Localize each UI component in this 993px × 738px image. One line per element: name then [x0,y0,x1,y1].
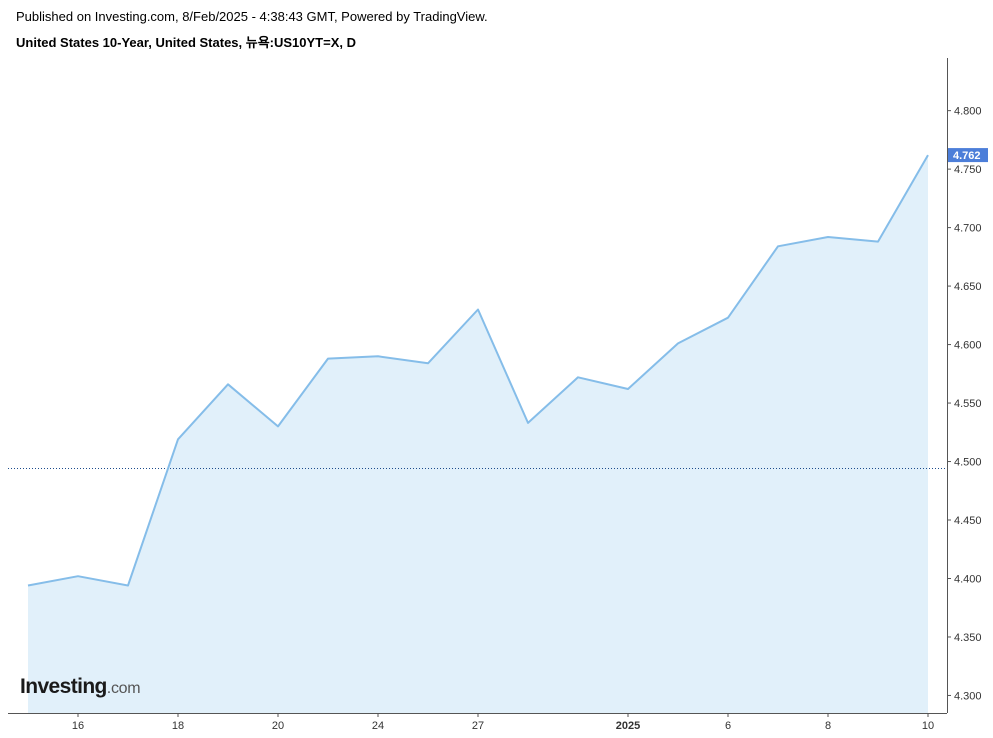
x-tick-label: 6 [725,720,731,732]
x-tick-label: 2025 [616,720,640,732]
x-tick-label: 18 [172,720,184,732]
y-tick-label: 4.700 [954,223,982,235]
last-price-tag-background [948,148,988,163]
x-tick-label: 16 [72,720,84,732]
last-price-label: 4.762 [953,150,981,162]
y-tick-label: 4.450 [954,515,982,527]
x-tick-label: 20 [272,720,284,732]
price-line [27,154,929,587]
last-price-tag: 4.762 [948,148,988,163]
logo-suffix: .com [106,680,141,697]
y-axis: 4.300 4.350 4.400 4.450 4.500 4.550 4.600 4.650… [947,58,982,713]
y-tick-label: 4.650 [954,281,982,293]
logo-wordmark: Investing [20,675,107,698]
x-tick-label: 10 [922,720,934,732]
published-caption: Published on Investing.com, 8/Feb/2025 -… [16,9,488,24]
y-tick-label: 4.400 [954,573,982,585]
investing-logo: Investing.com [20,675,141,698]
x-axis: 16 18 20 24 27 2025 6 8 10 [8,713,947,732]
y-tick-label: 4.350 [954,632,982,644]
y-tick-label: 4.600 [954,340,982,352]
x-tick-label: 24 [372,720,384,732]
x-tick-label: 27 [472,720,484,732]
x-tick-label: 8 [825,720,831,732]
area-fill [28,155,928,714]
symbol-title: United States 10-Year, United States, 뉴욕… [16,35,357,50]
y-tick-label: 4.500 [954,457,982,469]
y-tick-label: 4.800 [954,106,982,118]
y-tick-label: 4.300 [954,690,982,702]
y-tick-label: 4.750 [954,164,982,176]
y-tick-label: 4.550 [954,398,982,410]
